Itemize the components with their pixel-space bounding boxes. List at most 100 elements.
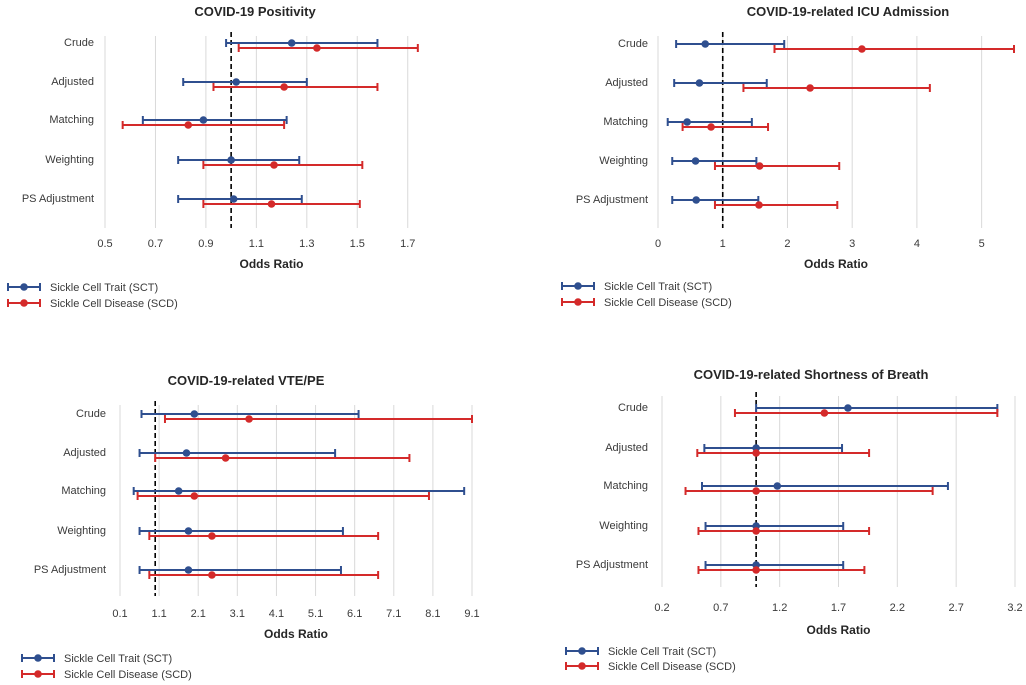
sct-estimate-row bbox=[755, 404, 999, 412]
x-tick-label: 4.1 bbox=[269, 608, 284, 620]
sct-estimate-row bbox=[177, 156, 301, 164]
scd-estimate-row bbox=[684, 487, 934, 495]
x-tick-label: 0.9 bbox=[198, 238, 213, 250]
point-estimate bbox=[707, 123, 715, 131]
point-estimate bbox=[229, 195, 238, 203]
point-estimate bbox=[270, 161, 278, 169]
x-tick-label: 1.3 bbox=[299, 238, 314, 250]
x-tick-label: 1.1 bbox=[249, 238, 264, 250]
point-estimate bbox=[280, 83, 288, 91]
category-label: Matching bbox=[603, 116, 648, 128]
legend-entry: Sickle Cell Disease (SCD) bbox=[561, 297, 732, 309]
scd-estimate-row bbox=[773, 45, 1015, 53]
point-estimate bbox=[773, 482, 782, 490]
point-estimate bbox=[184, 566, 193, 574]
category-label: PS Adjustment bbox=[576, 559, 648, 571]
legend-label: Sickle Cell Trait (SCT) bbox=[64, 653, 172, 665]
point-estimate bbox=[184, 121, 193, 129]
sct-estimate-row bbox=[141, 116, 288, 124]
legend-label: Sickle Cell Disease (SCD) bbox=[604, 297, 732, 309]
point-estimate bbox=[755, 201, 763, 209]
chart-title: COVID-19 Positivity bbox=[194, 4, 316, 19]
legend-marker bbox=[574, 282, 582, 290]
point-estimate bbox=[752, 487, 760, 495]
category-label: Adjusted bbox=[605, 442, 648, 454]
x-tick-label: 2 bbox=[784, 238, 790, 250]
sct-estimate-row bbox=[666, 118, 753, 126]
point-estimate bbox=[287, 39, 296, 47]
sct-estimate-row bbox=[675, 40, 786, 48]
sct-estimate-row bbox=[225, 39, 379, 47]
x-tick-label: 2.2 bbox=[890, 602, 905, 614]
point-estimate bbox=[695, 79, 704, 87]
category-label: Crude bbox=[618, 402, 648, 414]
x-tick-label: 5 bbox=[979, 238, 985, 250]
scd-estimate-row bbox=[696, 449, 871, 457]
legend-label: Sickle Cell Disease (SCD) bbox=[608, 661, 736, 673]
point-estimate bbox=[683, 118, 691, 126]
legend-marker bbox=[20, 283, 28, 291]
scd-estimate-row bbox=[148, 532, 380, 540]
sct-estimate-row bbox=[138, 449, 337, 457]
x-tick-label: 1.7 bbox=[831, 602, 846, 614]
point-estimate bbox=[221, 454, 230, 462]
point-estimate bbox=[752, 566, 760, 574]
scd-estimate-row bbox=[212, 83, 379, 91]
x-axis-label: Odds Ratio bbox=[804, 257, 868, 271]
category-label: Weighting bbox=[57, 525, 106, 537]
category-label: PS Adjustment bbox=[22, 193, 94, 205]
legend-label: Sickle Cell Trait (SCT) bbox=[608, 646, 716, 658]
legend-label: Sickle Cell Trait (SCT) bbox=[604, 281, 712, 293]
sct-estimate-row bbox=[182, 78, 308, 86]
point-estimate bbox=[752, 527, 760, 535]
scd-estimate-row bbox=[697, 527, 871, 535]
legend-entry: Sickle Cell Trait (SCT) bbox=[565, 646, 716, 658]
chart-title: COVID-19-related ICU Admission bbox=[747, 4, 950, 19]
sct-estimate-row bbox=[704, 522, 845, 530]
category-label: PS Adjustment bbox=[576, 194, 648, 206]
scd-estimate-row bbox=[237, 44, 419, 52]
point-estimate bbox=[245, 415, 253, 423]
x-tick-label: 0.2 bbox=[654, 602, 669, 614]
scd-estimate-row bbox=[154, 454, 411, 462]
legend-entry: Sickle Cell Disease (SCD) bbox=[565, 661, 736, 673]
x-axis-label: Odds Ratio bbox=[264, 627, 328, 641]
point-estimate bbox=[806, 84, 814, 92]
sct-estimate-row bbox=[140, 410, 360, 418]
x-tick-label: 1.7 bbox=[400, 238, 415, 250]
x-tick-label: 2.7 bbox=[949, 602, 964, 614]
point-estimate bbox=[692, 196, 700, 204]
point-estimate bbox=[182, 449, 191, 457]
point-estimate bbox=[174, 487, 183, 495]
x-tick-label: 1 bbox=[720, 238, 726, 250]
scd-estimate-row bbox=[681, 123, 770, 131]
forest-plot-panel-2: 0 1 2 3 4 5 COVID-19-related ICU Admission Odds… bbox=[561, 4, 1015, 309]
scd-estimate-row bbox=[713, 201, 839, 209]
legend-entry: Sickle Cell Trait (SCT) bbox=[21, 653, 172, 665]
x-tick-label: 4 bbox=[914, 238, 920, 250]
category-label: Matching bbox=[603, 480, 648, 492]
point-estimate bbox=[691, 157, 700, 165]
sct-estimate-row bbox=[132, 487, 466, 495]
legend-marker bbox=[20, 299, 28, 307]
scd-estimate-row bbox=[136, 492, 430, 500]
point-estimate bbox=[208, 532, 216, 540]
legend-marker bbox=[578, 647, 586, 655]
x-tick-label: 0.7 bbox=[148, 238, 163, 250]
legend-entry: Sickle Cell Disease (SCD) bbox=[7, 298, 178, 310]
x-tick-label: 9.1 bbox=[464, 608, 479, 620]
point-estimate bbox=[820, 409, 829, 417]
x-tick-label: 2.1 bbox=[191, 608, 206, 620]
sct-estimate-row bbox=[701, 482, 949, 490]
scd-estimate-row bbox=[202, 161, 364, 169]
point-estimate bbox=[858, 45, 866, 53]
x-tick-label: 7.1 bbox=[386, 608, 401, 620]
point-estimate bbox=[190, 410, 199, 418]
point-estimate bbox=[208, 571, 216, 579]
forest-plot-panel-4: 0.2 0.7 1.2 1.7 2.2 2.7 3.2 COVID-19-related Sh… bbox=[565, 367, 1023, 673]
scd-estimate-row bbox=[733, 409, 999, 417]
legend-entry: Sickle Cell Trait (SCT) bbox=[7, 282, 158, 294]
legend-marker bbox=[34, 654, 42, 662]
legend-marker bbox=[574, 298, 582, 306]
